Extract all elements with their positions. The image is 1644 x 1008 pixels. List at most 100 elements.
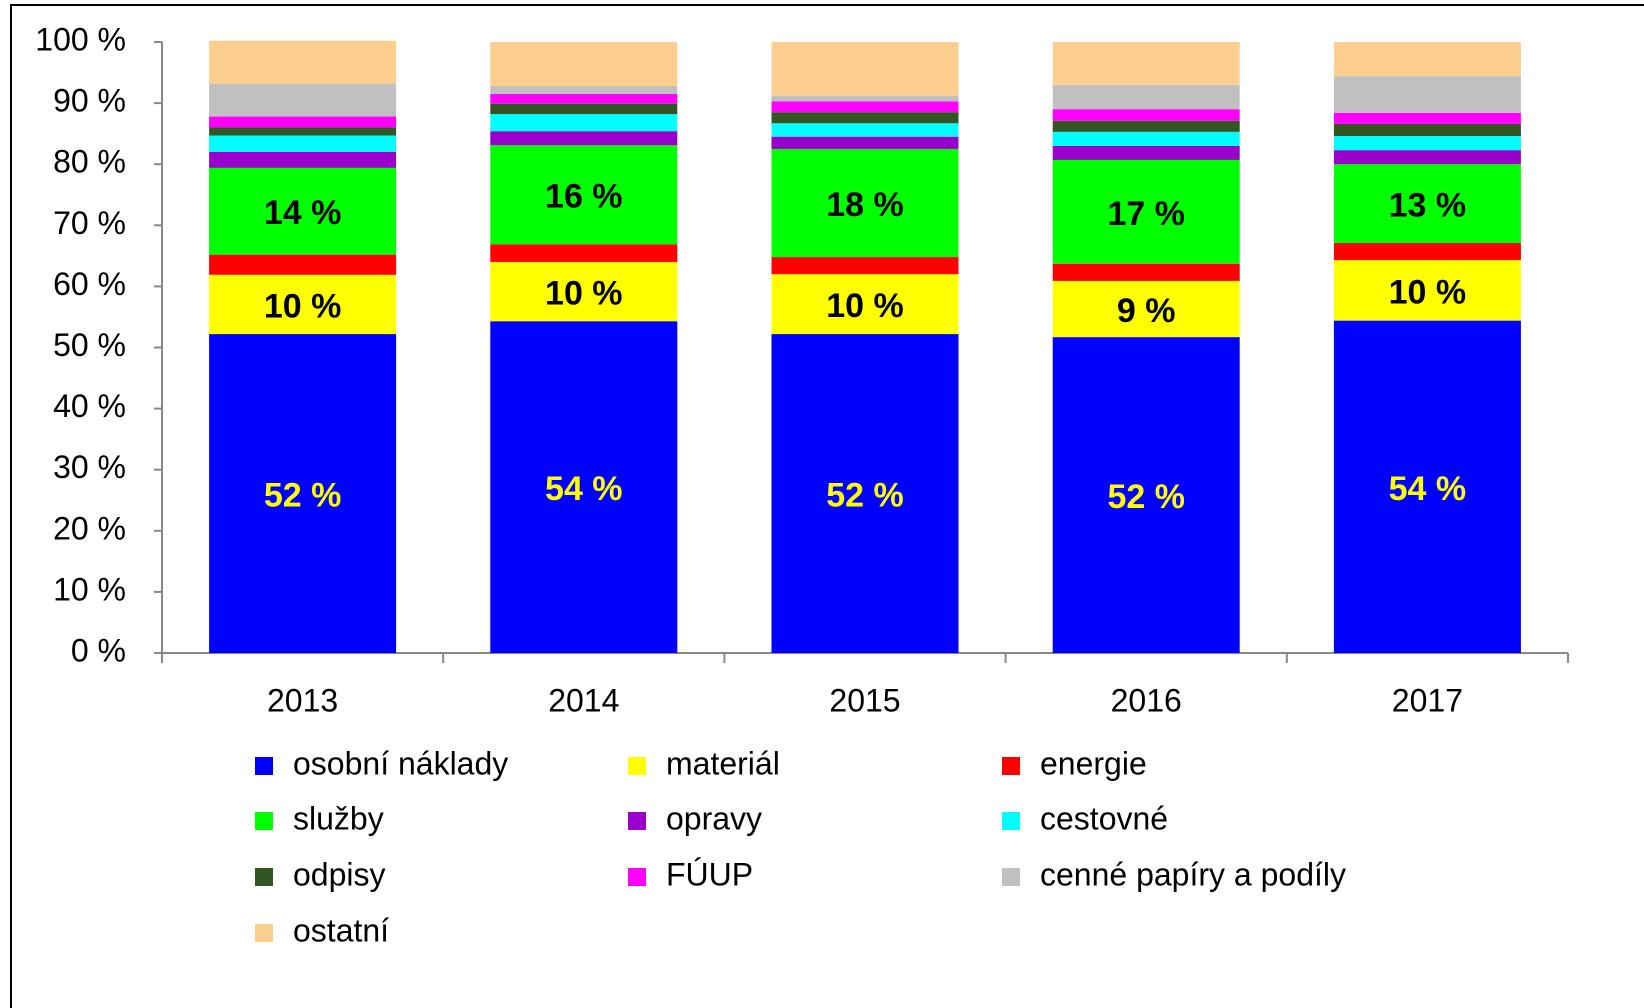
bar-segment [771,42,959,96]
bar-segment [490,131,678,146]
bar-segment [209,274,397,335]
legend-label: odpisy [293,856,386,892]
bar-segment [209,40,397,84]
bar-segment [1052,263,1240,281]
value-label: 54 % [545,470,623,508]
value-label: 54 % [1389,470,1467,508]
bar-segment [490,42,678,86]
bar-segment [1333,260,1521,321]
bar-segment [771,112,959,124]
value-label: 52 % [1107,478,1185,516]
bar-segment [490,85,678,94]
legend-label: materiál [666,745,780,781]
y-tick-label: 20 % [53,510,126,546]
y-tick-label: 0 % [71,632,126,668]
legend-label: opravy [666,800,762,836]
legend-label: cenné papíry a podíly [1040,856,1346,892]
y-tick-label: 50 % [53,327,126,363]
value-label: 10 % [1389,273,1467,311]
bar-segment [209,167,397,255]
value-label: 17 % [1107,195,1185,233]
legend-swatch [628,868,646,886]
value-label: 10 % [826,287,904,325]
x-tick-label: 2015 [829,682,900,718]
bar-segment [771,257,959,275]
bar-segment [490,244,678,262]
bar-segment [1333,136,1521,151]
bar-segment [490,93,678,104]
value-label: 14 % [264,194,342,232]
bar-segment [1052,109,1240,121]
bar-segment [1052,131,1240,146]
x-tick-label: 2014 [548,682,619,718]
y-tick-label: 70 % [53,205,126,241]
bar-segment [1333,150,1521,165]
bar-segment [771,123,959,137]
bar-segment [771,148,959,258]
legend-swatch [255,757,273,775]
y-tick-label: 90 % [53,83,126,119]
bar-segment [490,321,678,653]
x-tick-label: 2016 [1111,682,1182,718]
bar-segment [771,136,959,149]
value-label: 16 % [545,178,623,216]
bar-segment [1052,42,1240,85]
legend-label: energie [1040,745,1147,781]
y-tick-label: 40 % [53,388,126,424]
bar-segment [1052,337,1240,653]
value-label: 52 % [264,477,342,515]
bar-segment [771,334,959,653]
bar-segment [1333,112,1521,124]
y-tick-label: 80 % [53,144,126,180]
bar-segment [1052,145,1240,160]
y-tick-label: 60 % [53,266,126,302]
y-tick-label: 10 % [53,571,126,607]
bar-segment [209,83,397,117]
x-tick-label: 2013 [267,682,338,718]
bar-segment [490,103,678,115]
bar-segment [1052,84,1240,110]
legend-label: FÚUP [666,856,753,892]
y-tick-label: 30 % [53,449,126,485]
legend-label: cestovné [1040,800,1168,836]
bar-segment [490,114,678,132]
bar-segment [1052,120,1240,132]
bar-segment [1052,159,1240,264]
legend-label: osobní náklady [293,745,508,781]
bar-segment [209,334,397,653]
bar-segment [490,145,678,245]
bar-segment [209,151,397,168]
bar-segment [209,116,397,128]
value-label: 52 % [826,477,904,515]
bar-segment [771,274,959,335]
bar-segment [1333,243,1521,261]
value-label: 9 % [1117,292,1176,330]
bar-segment [771,101,959,113]
bar-segment [209,135,397,152]
bar-segment [1333,164,1521,244]
legend-swatch [628,812,646,830]
legend-swatch [255,868,273,886]
y-tick-label: 100 % [35,21,126,57]
bar-segment [1052,280,1240,338]
value-label: 10 % [545,275,623,313]
bar-segment [209,254,397,275]
legend-swatch [1002,868,1020,886]
x-tick-label: 2017 [1392,682,1463,718]
legend-swatch [1002,812,1020,830]
legend-swatch [255,924,273,942]
bar-segment [1333,42,1521,77]
bar-segment [1333,320,1521,653]
bar-segment [1333,123,1521,137]
value-label: 13 % [1389,187,1467,225]
legend-label: služby [293,800,384,836]
bar-segment [209,127,397,136]
value-label: 10 % [264,287,342,325]
bar-segment [1333,76,1521,113]
value-label: 18 % [826,186,904,224]
frame [10,4,1644,1008]
bar-segment [490,261,678,322]
legend-swatch [1002,757,1020,775]
legend-label: ostatní [293,912,389,948]
